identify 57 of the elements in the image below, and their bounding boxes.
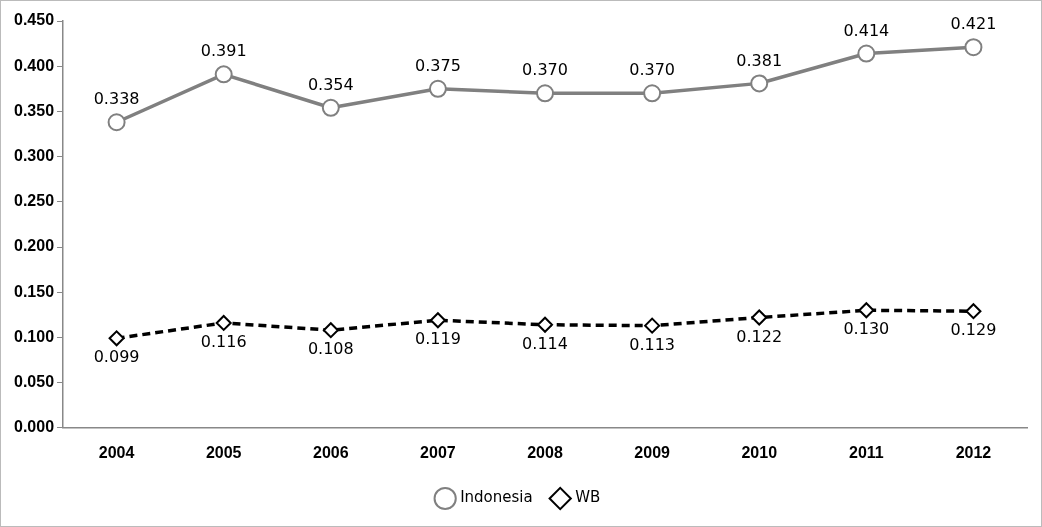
data-label: 0.370 xyxy=(629,60,676,80)
point xyxy=(215,314,232,331)
data-label: 0.338 xyxy=(93,89,140,109)
y-tick-label: 0.150 xyxy=(13,282,55,300)
data-label: 0.414 xyxy=(843,20,890,40)
x-tick-label: 2007 xyxy=(420,443,456,461)
point xyxy=(107,113,126,132)
data-label: 0.129 xyxy=(950,320,997,340)
point xyxy=(322,322,339,339)
x-tick-label: 2004 xyxy=(98,443,135,461)
data-label: 0.099 xyxy=(93,347,140,367)
legend-label: WB xyxy=(575,488,601,507)
data-label: 0.122 xyxy=(736,326,783,346)
data-label: 0.113 xyxy=(629,334,676,354)
y-tick-label: 0.250 xyxy=(13,192,55,210)
x-tick-label: 2010 xyxy=(741,443,778,461)
data-label: 0.421 xyxy=(950,14,997,34)
point xyxy=(644,317,661,334)
y-tick-label: 0.300 xyxy=(13,147,55,165)
point xyxy=(321,98,340,117)
x-tick-label: 2008 xyxy=(527,443,563,461)
data-label: 0.375 xyxy=(415,55,461,75)
data-label: 0.391 xyxy=(200,41,247,61)
point xyxy=(429,312,446,329)
data-label: 0.381 xyxy=(736,50,783,70)
point xyxy=(751,309,768,326)
data-label: 0.119 xyxy=(415,329,461,349)
y-tick-label: 0.100 xyxy=(13,327,55,345)
point xyxy=(214,65,233,84)
point xyxy=(643,84,662,103)
point xyxy=(964,38,983,57)
point xyxy=(858,302,875,319)
point xyxy=(536,84,555,103)
y-tick-label: 0.000 xyxy=(13,418,55,436)
x-tick-label: 2009 xyxy=(634,443,671,461)
y-tick-label: 0.450 xyxy=(13,11,55,29)
x-tick-label: 2012 xyxy=(955,443,992,461)
data-label: 0.130 xyxy=(843,319,890,339)
y-tick-label: 0.350 xyxy=(13,101,55,119)
y-tick-label: 0.400 xyxy=(13,56,55,74)
point xyxy=(537,316,554,333)
point xyxy=(857,44,876,63)
x-tick-label: 2005 xyxy=(205,443,242,461)
data-label: 0.116 xyxy=(200,332,247,352)
data-label: 0.354 xyxy=(307,74,354,94)
data-label: 0.114 xyxy=(522,333,568,353)
x-tick-label: 2011 xyxy=(848,443,884,461)
point xyxy=(965,303,982,320)
data-label: 0.108 xyxy=(307,339,354,359)
point xyxy=(428,79,447,98)
y-tick-label: 0.050 xyxy=(13,373,55,391)
point xyxy=(108,330,125,347)
point xyxy=(750,74,769,93)
x-tick-label: 2006 xyxy=(313,443,349,461)
y-tick-label: 0.200 xyxy=(13,237,55,255)
legend-label: Indonesia xyxy=(460,488,533,507)
data-label: 0.370 xyxy=(522,60,568,80)
